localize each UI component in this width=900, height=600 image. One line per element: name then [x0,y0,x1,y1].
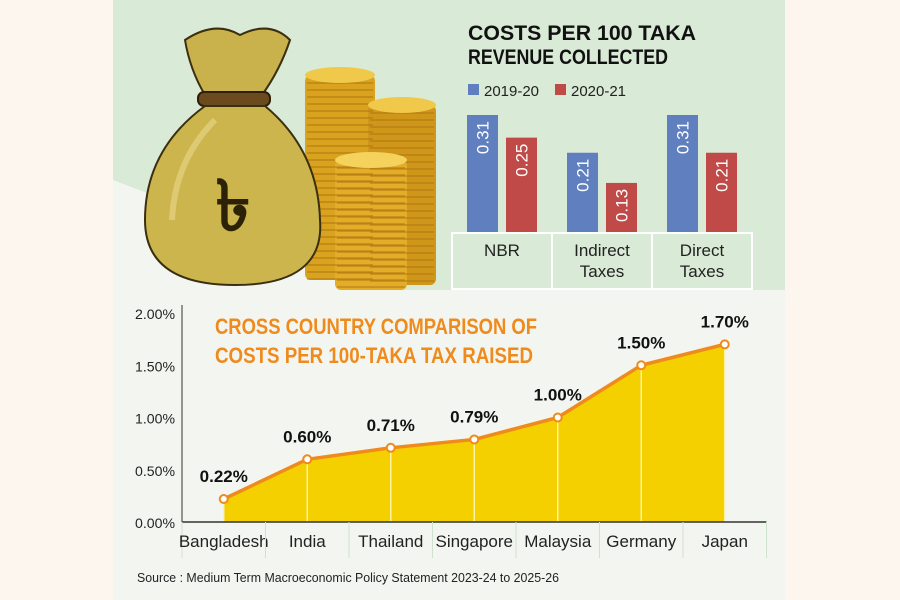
bar-2019-20 [667,115,698,232]
data-point [636,360,647,371]
x-tick-label: Malaysia [524,532,592,551]
bar-value-label: 0.21 [713,159,732,192]
x-tick-label: Bangladesh [179,532,269,551]
category-label: Taxes [680,262,724,281]
category-label: Indirect [574,241,630,260]
data-point [552,412,563,423]
x-tick-label: Japan [702,532,748,551]
data-point [302,454,313,465]
bar-chart-title-line2: REVENUE COLLECTED [468,46,668,69]
category-label: Taxes [580,262,624,281]
data-point [385,442,396,453]
category-box [651,232,753,290]
x-tick-label: Singapore [435,532,513,551]
x-tick-label: India [289,532,326,551]
bar-value-label: 0.31 [474,121,493,154]
x-tick-label: Thailand [358,532,423,551]
coin-stacks-icon [305,67,436,290]
legend-swatch-2020-21 [555,84,566,95]
bar-chart: COSTS PER 100 TAKA REVENUE COLLECTED 201… [451,22,753,290]
data-point [719,339,730,350]
bar-2019-20 [567,152,598,232]
data-label: 1.00% [534,386,582,405]
area-chart-title-line2: COSTS PER 100-TAKA TAX RAISED [215,343,533,368]
bar-2020-21 [506,137,537,232]
category-label: Direct [680,241,725,260]
area-chart: CROSS COUNTRY COMPARISON OF COSTS PER 10… [135,305,767,585]
bar-value-label: 0.13 [613,189,632,222]
data-label: 0.71% [367,416,415,435]
x-tick-label: Germany [606,532,676,551]
area-fill [223,344,725,522]
data-label: 1.70% [701,312,749,331]
y-tick-label: 0.50% [135,463,175,479]
area-chart-title-line1: CROSS COUNTRY COMPARISON OF [215,314,537,339]
bar-2020-21 [606,182,637,232]
y-tick-label: 1.50% [135,358,175,374]
y-tick-label: 1.00% [135,411,175,427]
y-tick-label: 0.00% [135,515,175,531]
data-label: 0.22% [200,467,248,486]
money-bag-taka-icon: ৳ [143,27,436,290]
data-label: 1.50% [617,333,665,352]
source-note: Source : Medium Term Macroeconomic Polic… [137,570,559,585]
bar-value-label: 0.25 [513,144,532,177]
bar-value-label: 0.21 [574,159,593,192]
category-label: NBR [484,241,520,260]
data-label: 0.60% [283,427,331,446]
legend-label-2019-20: 2019-20 [484,83,539,100]
bar-chart-title-line1: COSTS PER 100 TAKA [468,22,696,45]
bar-value-label: 0.31 [674,121,693,154]
data-label: 0.79% [450,407,498,426]
taka-symbol: ৳ [216,167,251,245]
bar-2020-21 [706,152,737,232]
data-point [218,494,229,505]
legend-swatch-2019-20 [468,84,479,95]
legend-label-2020-21: 2020-21 [571,83,626,100]
bar-2019-20 [467,115,498,232]
data-point [469,434,480,445]
y-tick-label: 2.00% [135,306,175,322]
